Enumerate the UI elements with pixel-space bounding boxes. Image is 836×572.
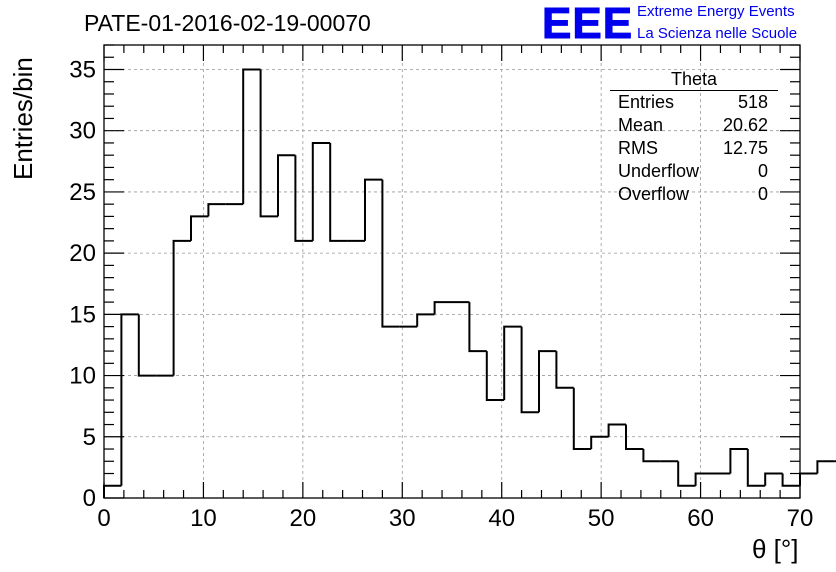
histogram-bin [538, 350, 557, 413]
histogram-bin [590, 435, 609, 450]
y-tick-label: 25 [69, 179, 96, 206]
stats-key: Mean [618, 115, 664, 135]
stats-box: Theta Entries 518 Mean 20.62 RMS 12.75 U… [610, 68, 778, 206]
histogram-bin [625, 424, 644, 451]
y-tick-label: 15 [69, 301, 96, 328]
stats-row: Entries 518 [610, 91, 778, 114]
plot-frame [103, 44, 801, 499]
histogram-bin [120, 313, 139, 486]
stats-value: 20.62 [722, 115, 768, 135]
histogram-bin [607, 423, 626, 437]
x-tick-label: 50 [588, 505, 615, 532]
histogram-bin [311, 141, 331, 241]
x-axis-ticks [103, 45, 801, 498]
eee-logo: EEE [541, 0, 634, 48]
stats-key: Underflow [618, 161, 700, 181]
stats-value: 12.75 [722, 138, 768, 158]
histogram-bins [103, 68, 836, 498]
histogram-bin [642, 449, 661, 463]
histogram-bin [103, 484, 122, 498]
histogram-bin [190, 215, 209, 241]
histogram-bin [485, 351, 505, 402]
x-tick-label: 70 [787, 505, 814, 532]
histogram-bin [572, 387, 592, 451]
histogram-bin [259, 69, 278, 218]
histogram-bin [764, 472, 783, 486]
x-tick-label: 0 [97, 505, 110, 532]
histogram-bin [416, 313, 435, 327]
stats-value: 0 [757, 184, 768, 204]
stats-key: Overflow [618, 184, 690, 204]
y-tick-label: 0 [83, 485, 96, 512]
histogram-bin [694, 472, 713, 486]
x-axis-tick-labels: 0 10 20 30 40 50 60 70 [97, 505, 813, 532]
stats-value: 0 [757, 161, 768, 181]
x-tick-label: 40 [488, 505, 515, 532]
histogram-bin [520, 326, 539, 414]
histogram-bin [555, 351, 574, 389]
stats-key: Entries [618, 92, 675, 112]
stats-key: RMS [618, 138, 658, 158]
histogram-bin [729, 448, 748, 474]
histogram-bin [277, 154, 296, 217]
histogram-bin [172, 239, 191, 376]
histogram-bin [468, 302, 487, 353]
stats-row: Underflow 0 [610, 160, 778, 183]
stats-row: Mean 20.62 [610, 114, 778, 137]
histogram-bin [381, 179, 400, 328]
histogram-bin [294, 155, 313, 242]
y-axis-tick-labels: 0 5 10 15 20 25 30 35 [69, 56, 96, 512]
y-tick-label: 35 [69, 56, 96, 83]
histogram-bin [207, 203, 226, 217]
grid-lines [104, 45, 800, 498]
stats-row: RMS 12.75 [610, 137, 778, 160]
histogram-bin [329, 142, 348, 242]
histogram-bin [364, 178, 383, 241]
histogram-bin [137, 314, 157, 377]
y-tick-label: 5 [83, 424, 96, 451]
logo-tagline-2: La Scienza nelle Scuole [637, 25, 798, 42]
stats-value: 518 [737, 92, 768, 112]
histogram-bin [799, 472, 818, 486]
stats-row: Overflow 0 [610, 183, 778, 206]
y-tick-label: 20 [69, 240, 96, 267]
stats-title: Theta [610, 68, 778, 91]
logo-tagline-1: Extreme Energy Events [637, 3, 795, 20]
x-axis-label: θ [°] [752, 534, 799, 564]
y-axis-ticks [104, 44, 800, 499]
y-tick-label: 10 [69, 363, 96, 390]
histogram-bin [677, 461, 696, 487]
histogram-bin [746, 449, 766, 487]
histogram-bin [781, 473, 800, 487]
x-tick-label: 30 [389, 505, 416, 532]
x-tick-label: 60 [687, 505, 714, 532]
histogram-bin [816, 460, 835, 474]
histogram-bin [433, 301, 452, 315]
chart-title: PATE-01-2016-02-19-00070 [84, 10, 371, 36]
histogram-bin [503, 325, 522, 401]
y-tick-label: 30 [69, 118, 96, 145]
y-axis-label: Entries/bin [8, 57, 38, 180]
x-tick-label: 20 [290, 505, 317, 532]
histogram-bin [242, 68, 261, 205]
x-tick-label: 10 [190, 505, 217, 532]
